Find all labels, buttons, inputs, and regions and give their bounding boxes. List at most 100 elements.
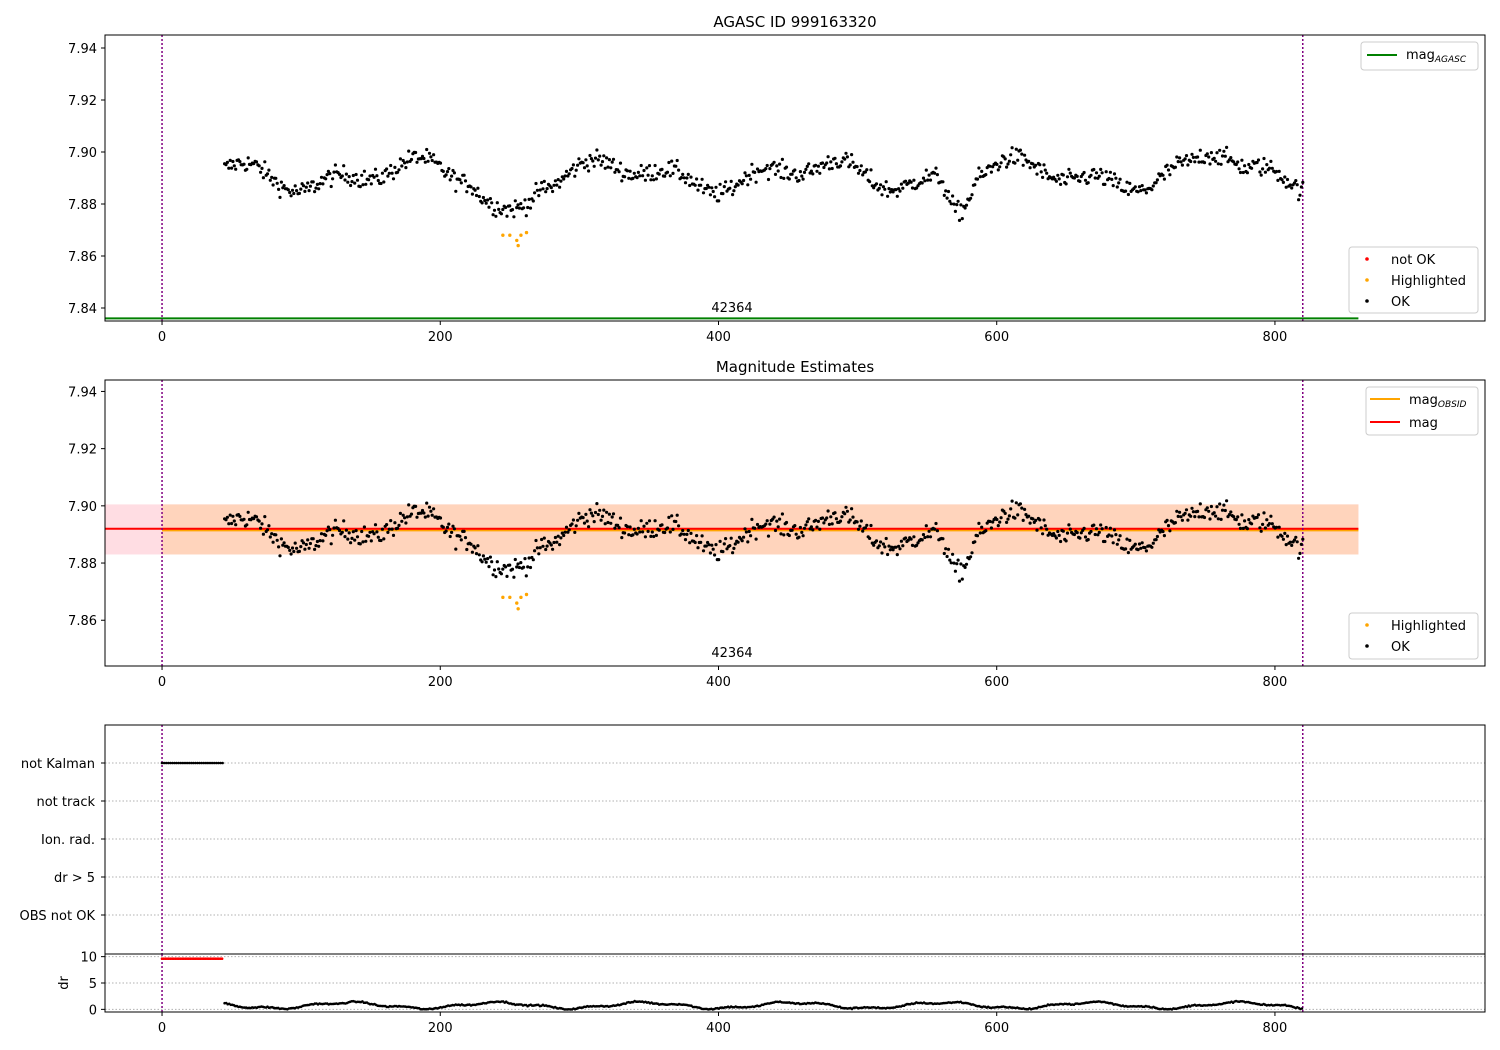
ok-data-point [959, 203, 963, 207]
ok-data-point [552, 183, 556, 187]
ok-data-point [541, 187, 545, 191]
ok-data-point [874, 539, 879, 543]
ok-data-point [527, 556, 531, 560]
ok-data-point [274, 176, 278, 180]
ok-data-point [358, 185, 362, 189]
ok-data-point [401, 158, 405, 163]
ok-data-point [1133, 185, 1137, 189]
ok-data-point [704, 186, 708, 191]
ok-data-point [1269, 159, 1273, 163]
ok-data-point [1207, 155, 1211, 159]
ok-data-point [450, 174, 454, 178]
ok-data-point [234, 523, 238, 527]
ok-data-point [606, 165, 610, 169]
ok-data-point [747, 529, 751, 534]
ok-data-point [353, 181, 357, 185]
ok-data-point [877, 186, 881, 190]
ok-data-point [303, 547, 307, 551]
ok-data-point [448, 534, 452, 539]
ok-data-point [438, 161, 443, 165]
ok-data-point [822, 165, 826, 170]
ok-data-point [279, 180, 283, 184]
ok-data-point [1007, 514, 1012, 518]
ok-data-point [1020, 506, 1024, 510]
ok-data-point [886, 552, 890, 557]
estimates-plot-frame [104, 379, 1486, 667]
ok-data-point [1126, 192, 1130, 197]
ok-data-point [582, 521, 587, 525]
ok-data-point [380, 527, 384, 531]
ok-data-point [707, 185, 711, 189]
ok-data-point [516, 562, 520, 566]
ok-data-point [654, 533, 659, 538]
ok-data-point [1259, 173, 1263, 177]
ok-data-point [1041, 175, 1045, 179]
ok-data-point [1283, 175, 1287, 179]
ok-data-point [682, 532, 686, 536]
ok-data-point [346, 180, 350, 184]
ok-data-point [271, 183, 275, 187]
x-tick-label: 400 [706, 1021, 731, 1036]
ok-data-point [537, 194, 541, 198]
ok-data-point [331, 533, 335, 537]
ok-data-point [531, 558, 535, 562]
ok-data-point [451, 168, 455, 173]
ok-data-point [1133, 542, 1137, 546]
ok-data-point [477, 553, 481, 557]
ok-data-point [798, 170, 803, 174]
ok-data-point [977, 166, 981, 170]
ok-data-point [924, 168, 928, 172]
ok-data-point [389, 519, 393, 523]
ok-data-point [1038, 518, 1042, 522]
ok-data-point [1054, 179, 1058, 183]
ok-data-point [815, 525, 819, 529]
ok-data-point [984, 173, 988, 177]
ok-data-point [805, 520, 809, 524]
ok-data-point [308, 184, 312, 188]
ok-data-point [232, 164, 236, 168]
ok-data-point [1126, 551, 1130, 555]
ok-data-point [386, 174, 390, 178]
ok-data-point [620, 179, 624, 183]
ok-data-point [855, 165, 859, 169]
ok-data-point [1245, 527, 1249, 531]
ok-data-point [1290, 543, 1294, 548]
ok-data-point [818, 527, 822, 531]
x-tick-label: 600 [984, 675, 1009, 690]
ok-data-point [775, 519, 779, 523]
ok-data-point [1261, 167, 1265, 171]
ok-data-point [782, 176, 786, 180]
ok-data-point [840, 515, 844, 519]
ok-data-point [515, 206, 519, 210]
ok-data-point [1028, 166, 1032, 170]
ok-data-point [275, 538, 279, 542]
ok-data-point [895, 194, 899, 198]
highlighted-data-point [516, 243, 520, 248]
ok-data-point [909, 180, 913, 184]
ok-data-point [879, 540, 883, 544]
ok-data-point [337, 528, 342, 533]
ok-data-point [1089, 173, 1093, 177]
ok-data-point [688, 541, 692, 545]
ok-data-point [996, 168, 1000, 172]
ok-data-point [407, 149, 411, 153]
ok-data-point [281, 543, 285, 547]
ok-data-point [755, 522, 760, 527]
ok-data-point [636, 526, 641, 530]
ok-data-point [1288, 183, 1292, 187]
ok-data-point [1023, 153, 1027, 157]
flag-point [185, 761, 189, 765]
ok-data-point [576, 518, 580, 522]
ok-data-point [1197, 160, 1201, 164]
ok-data-point [444, 529, 448, 533]
flag-point [179, 761, 183, 765]
ok-data-point [225, 160, 229, 164]
ok-data-point [906, 538, 910, 542]
x-tick-label: 0 [158, 330, 166, 345]
ok-data-point [999, 161, 1003, 165]
ok-data-point [470, 550, 474, 554]
ok-data-point [654, 177, 659, 181]
ok-data-point [595, 148, 599, 152]
ok-data-point [794, 176, 798, 180]
ok-data-point [657, 528, 661, 532]
